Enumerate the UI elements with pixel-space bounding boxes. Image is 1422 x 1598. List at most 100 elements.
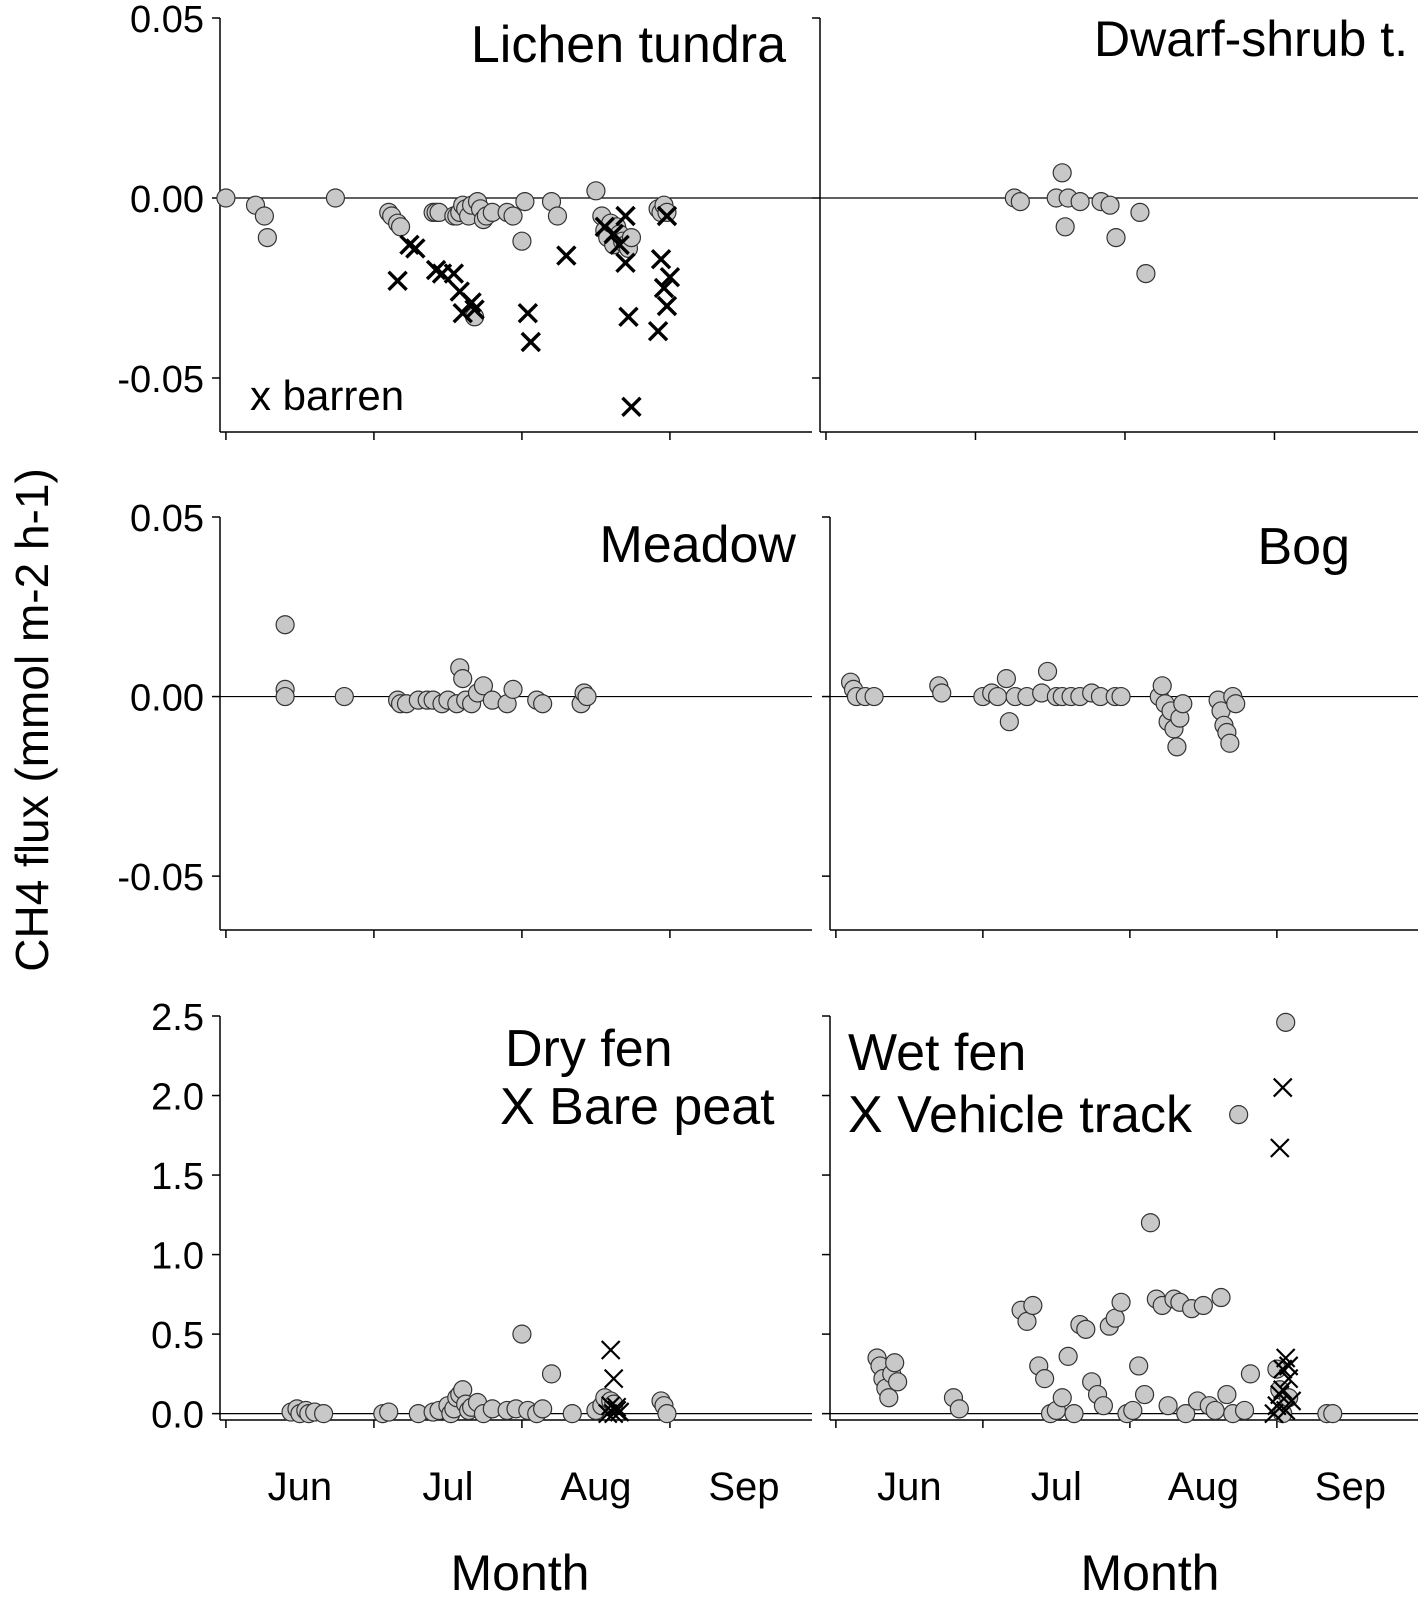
data-point [1176,1404,1196,1424]
data-point [1152,676,1172,696]
data-point [533,694,553,714]
data-point [1134,1384,1155,1405]
data-point-x [615,252,636,274]
data-point [503,206,523,226]
data-point [879,1388,899,1408]
data-point-x [556,245,577,266]
data-point [1167,737,1187,757]
x-tick-label: Jul [1031,1465,1082,1509]
y-tick-label: 0.00 [130,179,204,221]
data-point [577,686,597,707]
data-point [216,188,236,208]
data-point [254,206,274,226]
y-tick-label: 0.5 [151,1315,204,1357]
data-point-x [1272,1380,1293,1400]
legend-note: x barren [250,372,404,419]
data-point [1064,1404,1084,1424]
data-point [390,217,411,237]
data-point [541,1364,562,1384]
data-point-x [606,1397,627,1418]
data-point [1130,202,1150,222]
y-tick-label: 1.5 [151,1156,204,1198]
legend-note: X Vehicle track [848,1086,1193,1144]
data-point-x [621,396,642,418]
data-point-x [656,205,678,227]
x-axis-label-left: Month [451,1545,590,1598]
data-point [1140,1213,1161,1233]
data-point [999,712,1019,732]
data-point [1323,1404,1343,1424]
data-point [512,231,532,251]
data-point [621,228,642,248]
data-point [1158,1396,1178,1416]
x-tick-label: Jun [268,1465,333,1509]
data-point [275,615,295,635]
data-point [1205,1400,1225,1421]
data-point-x [618,306,639,328]
data-point-x [597,1403,618,1424]
data-point [334,686,354,707]
data-point [1211,1287,1231,1308]
data-point [257,228,277,248]
x-tick-label: Sep [1315,1465,1386,1509]
data-point-x [1264,1403,1284,1424]
data-point [512,1324,532,1344]
data-point-x [387,270,408,292]
data-point [1037,661,1058,682]
y-tick-label: 2.5 [151,997,204,1039]
data-point [987,686,1008,707]
data-point-x [600,1340,621,1360]
data-point [932,683,952,703]
data-point [1226,694,1246,714]
data-point [949,1399,969,1419]
data-point [1052,163,1072,183]
panel-top-left: 0.05 0.00 -0.05 Lichen tundra x barren [117,0,812,440]
y-axis-label: CH4 flux (mmol m-2 h-1) [6,468,58,972]
data-point [515,192,535,212]
data-point [1276,1012,1296,1032]
x-tick-label: Sep [708,1465,779,1509]
data-point-x [1281,1391,1302,1411]
data-point [503,679,523,699]
data-point-x [656,295,678,317]
data-point [1123,1400,1143,1421]
data-point-x [603,223,624,245]
data-point-x [659,266,681,288]
data-point-x [603,1368,624,1389]
data-point [1010,192,1030,212]
legend-note: X Bare peat [500,1078,775,1136]
panel-middle-right: Bog [822,516,1418,938]
y-tick-label: 0.0 [151,1395,204,1437]
y-tick-label: 0.05 [130,0,204,41]
data-point [586,181,606,201]
data-point [453,669,473,689]
data-point [275,686,295,707]
data-point-x [405,238,426,259]
data-point-x [647,320,669,342]
data-point-x [1272,1077,1293,1098]
data-point [996,669,1017,689]
data-point [657,1404,677,1424]
data-point [379,1402,399,1422]
data-point [1076,1319,1096,1339]
panel-top-right: Dwarf-shrub t. [812,11,1418,440]
panel-title: Lichen tundra [471,16,786,74]
data-point [1093,1396,1114,1416]
y-tick-label: 1.0 [151,1236,204,1278]
data-point [1111,686,1131,707]
data-point-x [653,277,675,299]
y-tick-label: 2.0 [151,1077,204,1119]
data-point [1058,1346,1078,1366]
data-point [1105,1308,1125,1328]
data-point [888,1372,908,1392]
data-point [1070,192,1090,212]
data-point-x [609,234,630,256]
data-point [325,188,346,208]
y-tick-label: 0.00 [130,678,204,720]
data-point [1035,1369,1055,1389]
data-point [1136,264,1156,284]
data-point [1100,195,1120,215]
x-tick-label: Aug [560,1465,631,1509]
